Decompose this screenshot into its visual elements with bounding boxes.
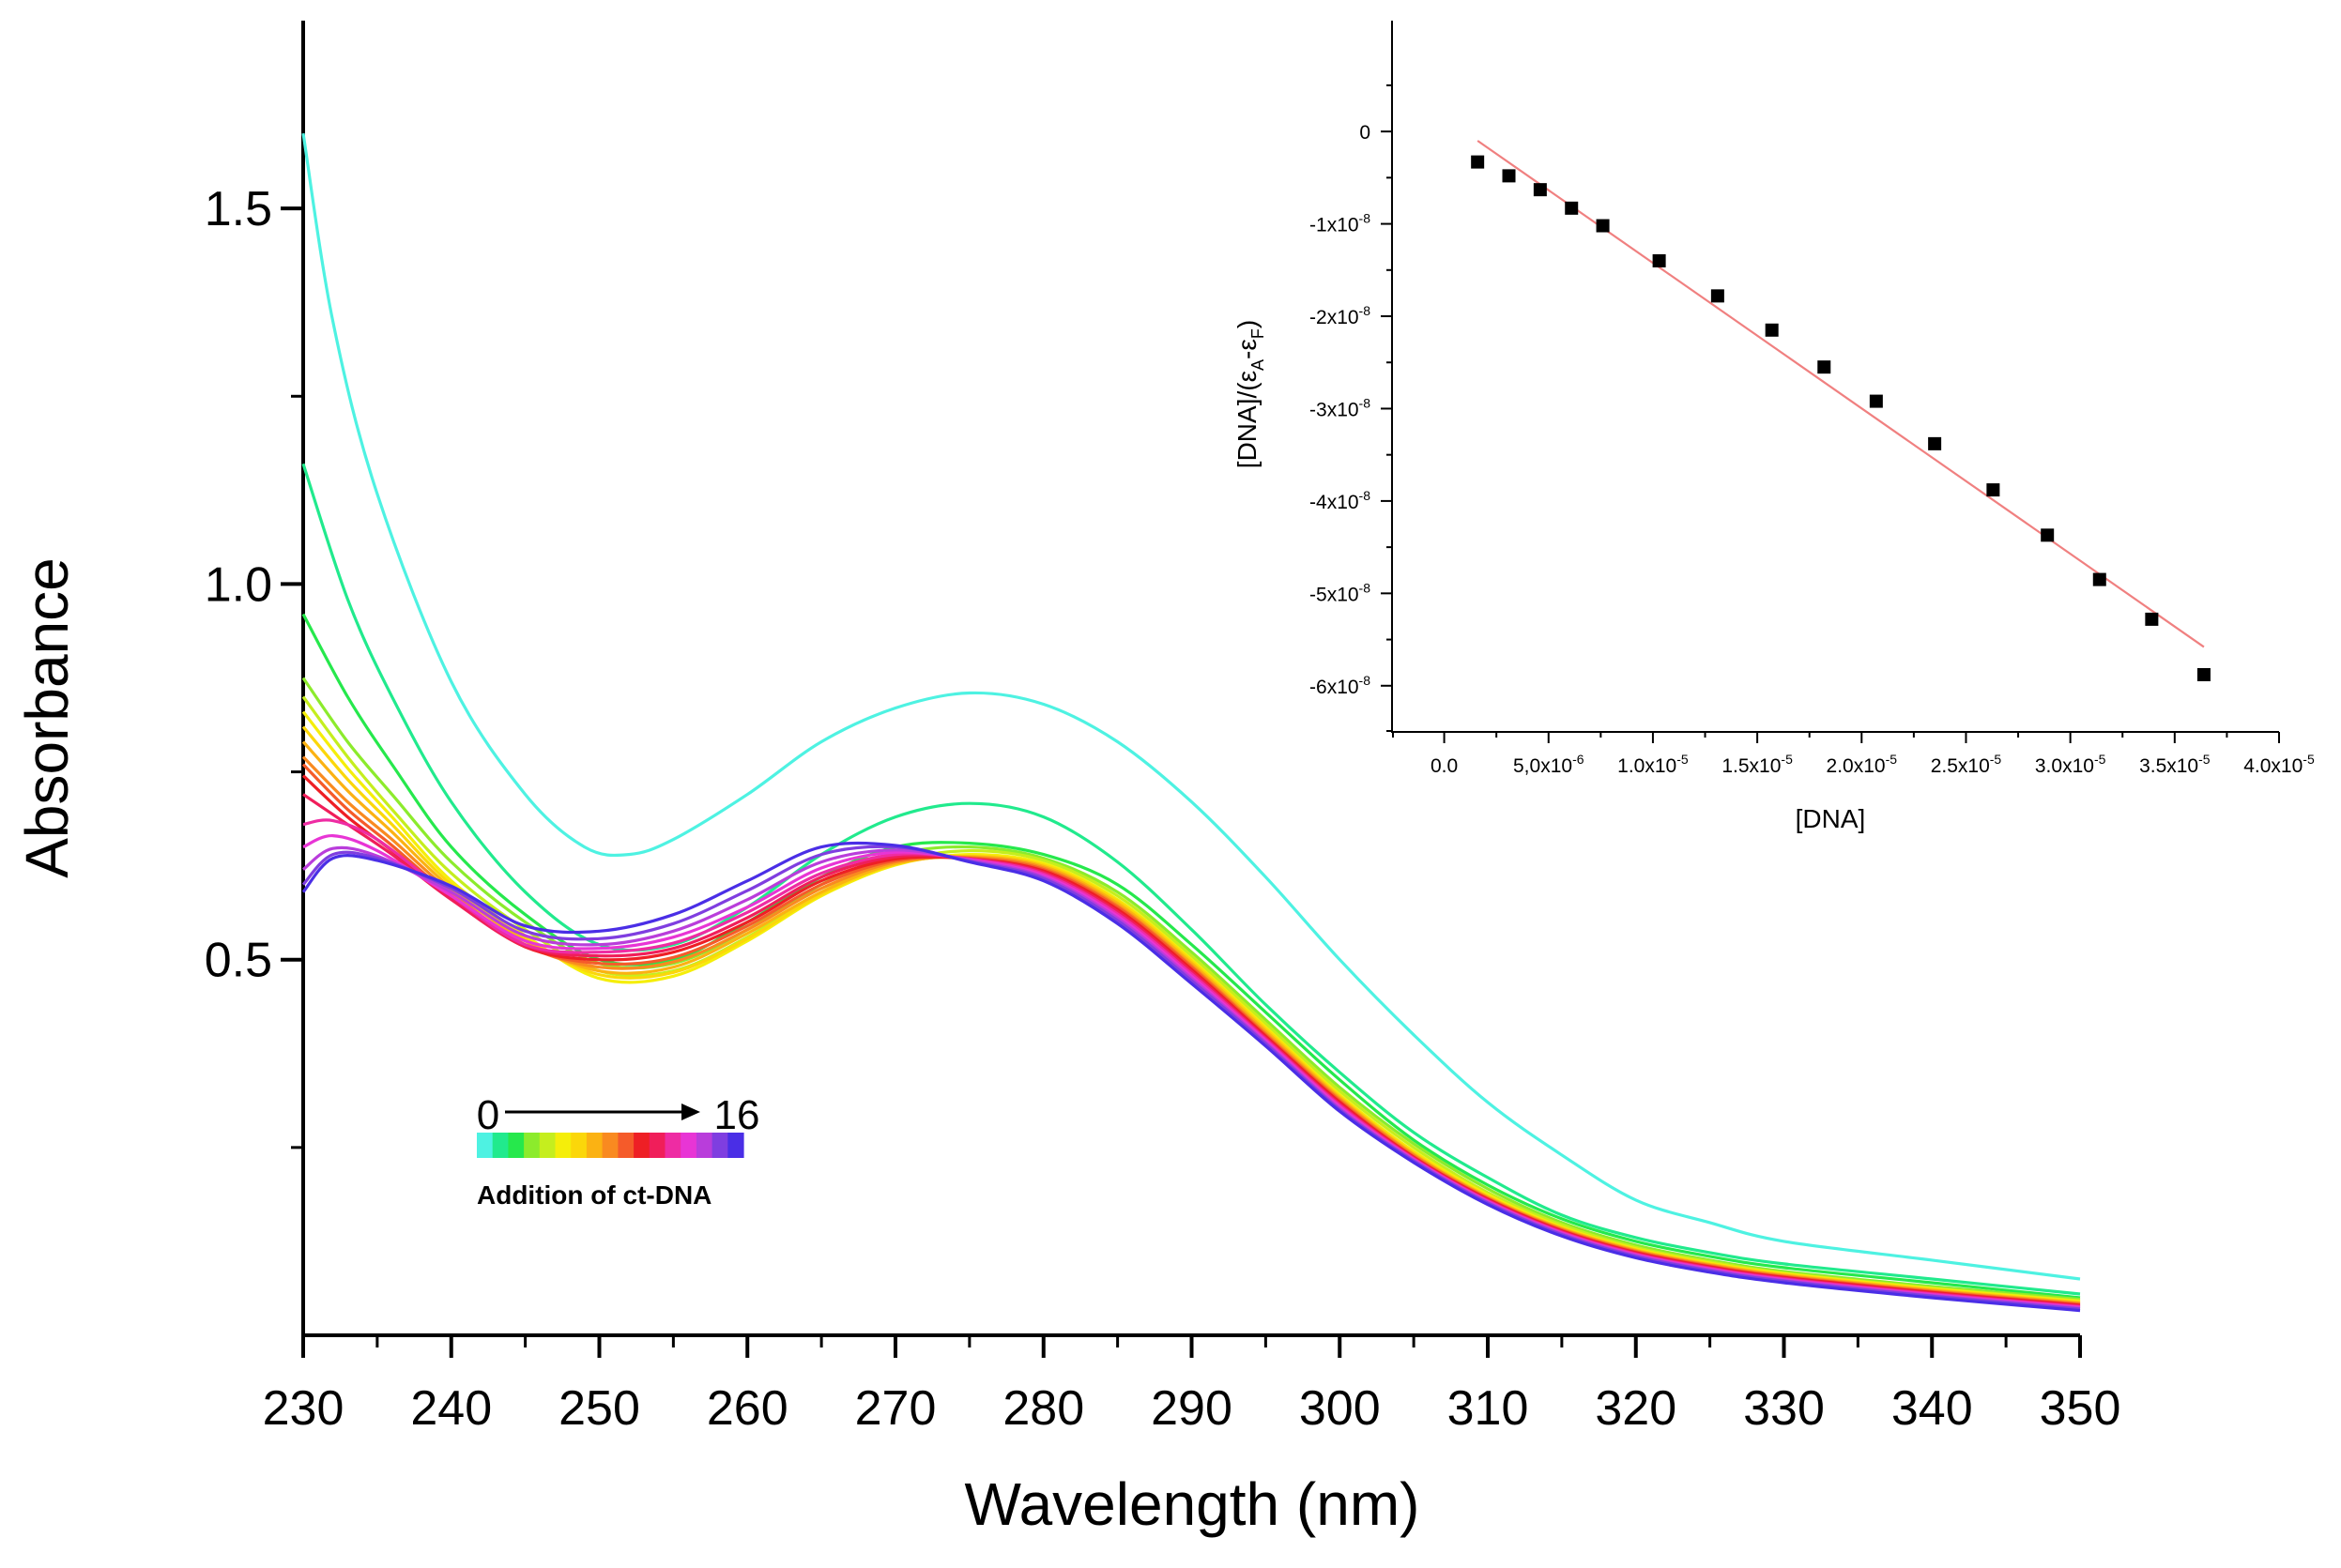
main-x-tick-label: 240 [410, 1381, 492, 1436]
inset-data-point [1652, 253, 1666, 267]
legend-swatch [477, 1133, 494, 1158]
main-x-tick-label: 340 [1891, 1381, 1973, 1436]
inset-data-point [1502, 169, 1516, 183]
legend-swatch [696, 1133, 713, 1158]
legend-swatch [681, 1133, 697, 1158]
legend-swatch [665, 1133, 681, 1158]
inset-x-axis-label: [DNA] [1796, 804, 1866, 833]
main-y-ticks: 0.5 1.0 1.5 [205, 182, 303, 1149]
series-line-0 [301, 132, 2081, 1281]
inset-data-point [1765, 323, 1779, 337]
main-x-axis-label: Wavelength (nm) [965, 1470, 1420, 1538]
main-x-tick-label: 280 [1002, 1381, 1084, 1436]
legend-swatch [602, 1133, 619, 1158]
inset-x-tick-label: 3.0x10-5 [2035, 752, 2106, 777]
inset-data-point [1710, 289, 1724, 303]
inset-data-point [1596, 219, 1610, 233]
inset-y-tick-label: -4x10-8 [1309, 488, 1370, 513]
series-line-10 [301, 774, 2081, 1307]
legend-swatch [492, 1133, 509, 1158]
inset-x-tick-label: 0.0 [1431, 755, 1458, 777]
series-line-11 [302, 793, 2081, 1308]
series-line-1 [301, 463, 2081, 1296]
inset-data-point [2092, 572, 2106, 586]
series-line-4 [301, 695, 2081, 1302]
main-x-tick-label: 270 [855, 1381, 937, 1436]
legend-caption: Addition of ct-DNA [477, 1180, 711, 1210]
inset-x-tick-label: 1.5x10-5 [1721, 752, 1793, 777]
legend-arrow-head [681, 1104, 700, 1120]
inset-data-point [1817, 360, 1831, 374]
main-y-tick-label: 1.0 [205, 557, 272, 612]
series-line-16 [301, 841, 2081, 1313]
inset-points [1471, 155, 2211, 681]
inset-x-tick-label: 1.0x10-5 [1617, 752, 1689, 777]
inset-y-tick-label: -6x10-8 [1309, 673, 1370, 698]
inset-data-point [1869, 394, 1883, 408]
series-line-14 [301, 845, 2081, 1310]
inset-y-tick-label: -1x10-8 [1309, 211, 1370, 236]
inset-x-tick-label: 5,0x10-6 [1513, 752, 1584, 777]
inset-fit-line-group [1477, 140, 2205, 648]
inset-x-tick-label: 2.0x10-5 [1827, 752, 1898, 777]
series-line-9 [301, 763, 2081, 1306]
legend-swatch [555, 1133, 572, 1158]
main-x-tick-label: 310 [1447, 1381, 1529, 1436]
legend-swatch [539, 1133, 557, 1158]
legend-swatch [571, 1133, 588, 1158]
legend-swatch [634, 1133, 650, 1158]
legend: 0 16 Addition of ct-DNA [477, 1092, 760, 1210]
main-y-tick-label: 0.5 [205, 934, 272, 988]
legend-start-label: 0 [477, 1092, 499, 1138]
inset-data-point [1986, 483, 2000, 497]
legend-swatch [618, 1133, 635, 1158]
inset-data-point [1533, 183, 1547, 197]
inset-chart: 0.0 5,0x10-6 1.0x10-5 1.5x10-5 2.0x10-5 2.5x1… [1232, 21, 2315, 833]
inset-data-point [1565, 201, 1579, 215]
inset-data-point [1471, 155, 1485, 169]
series-line-12 [302, 818, 2081, 1309]
inset-y-tick-label: -3x10-8 [1309, 395, 1370, 420]
inset-fit-line [1477, 140, 2205, 648]
main-x-tick-label: 260 [707, 1381, 788, 1436]
series-line-2 [301, 613, 2081, 1300]
inset-y-tick-label: -5x10-8 [1309, 580, 1370, 605]
main-x-tick-label: 350 [2040, 1381, 2121, 1436]
main-x-ticks: 230 240 250 260 270 280 290 300 310 320 330 340 350 [263, 1335, 2121, 1436]
inset-y-axis-label: [DNA]/(εA-εF) [1232, 320, 1267, 468]
series-line-15 [301, 845, 2081, 1311]
inset-y-tick-label: -2x10-8 [1309, 303, 1370, 328]
inset-y-tick-label: 0 [1359, 122, 1370, 144]
inset-x-ticks: 0.0 5,0x10-6 1.0x10-5 1.5x10-5 2.0x10-5 2.5x1… [1392, 732, 2315, 777]
main-x-tick-label: 300 [1299, 1381, 1381, 1436]
legend-swatch [524, 1133, 541, 1158]
inset-x-tick-label: 2.5x10-5 [1931, 752, 2002, 777]
legend-swatch [711, 1133, 728, 1158]
series-line-13 [302, 833, 2081, 1309]
inset-data-point [1928, 436, 1942, 450]
main-y-axis-label: Absorbance [13, 557, 81, 878]
inset-y-ticks: 0 -1x10-8 -2x10-8 -3x10-8 -4x10-8 -5x10-8 -6x1… [1309, 84, 1392, 732]
inset-x-tick-label: 3.5x10-5 [2139, 752, 2211, 777]
main-x-tick-label: 230 [263, 1381, 344, 1436]
inset-data-point [2145, 612, 2159, 626]
main-x-tick-label: 250 [558, 1381, 640, 1436]
series-line-3 [301, 677, 2081, 1302]
main-series [301, 132, 2081, 1313]
inset-data-point [2196, 667, 2211, 681]
legend-swatch [727, 1133, 744, 1158]
legend-color-bar [477, 1133, 744, 1158]
legend-swatch [649, 1133, 666, 1158]
legend-end-label: 16 [714, 1092, 760, 1138]
main-x-tick-label: 320 [1595, 1381, 1676, 1436]
inset-x-tick-label: 4.0x10-5 [2243, 752, 2315, 777]
main-x-tick-label: 290 [1151, 1381, 1232, 1436]
inset-data-point [2041, 528, 2055, 542]
main-y-tick-label: 1.5 [205, 182, 272, 236]
main-x-tick-label: 330 [1743, 1381, 1825, 1436]
legend-swatch [508, 1133, 525, 1158]
legend-swatch [586, 1133, 604, 1158]
